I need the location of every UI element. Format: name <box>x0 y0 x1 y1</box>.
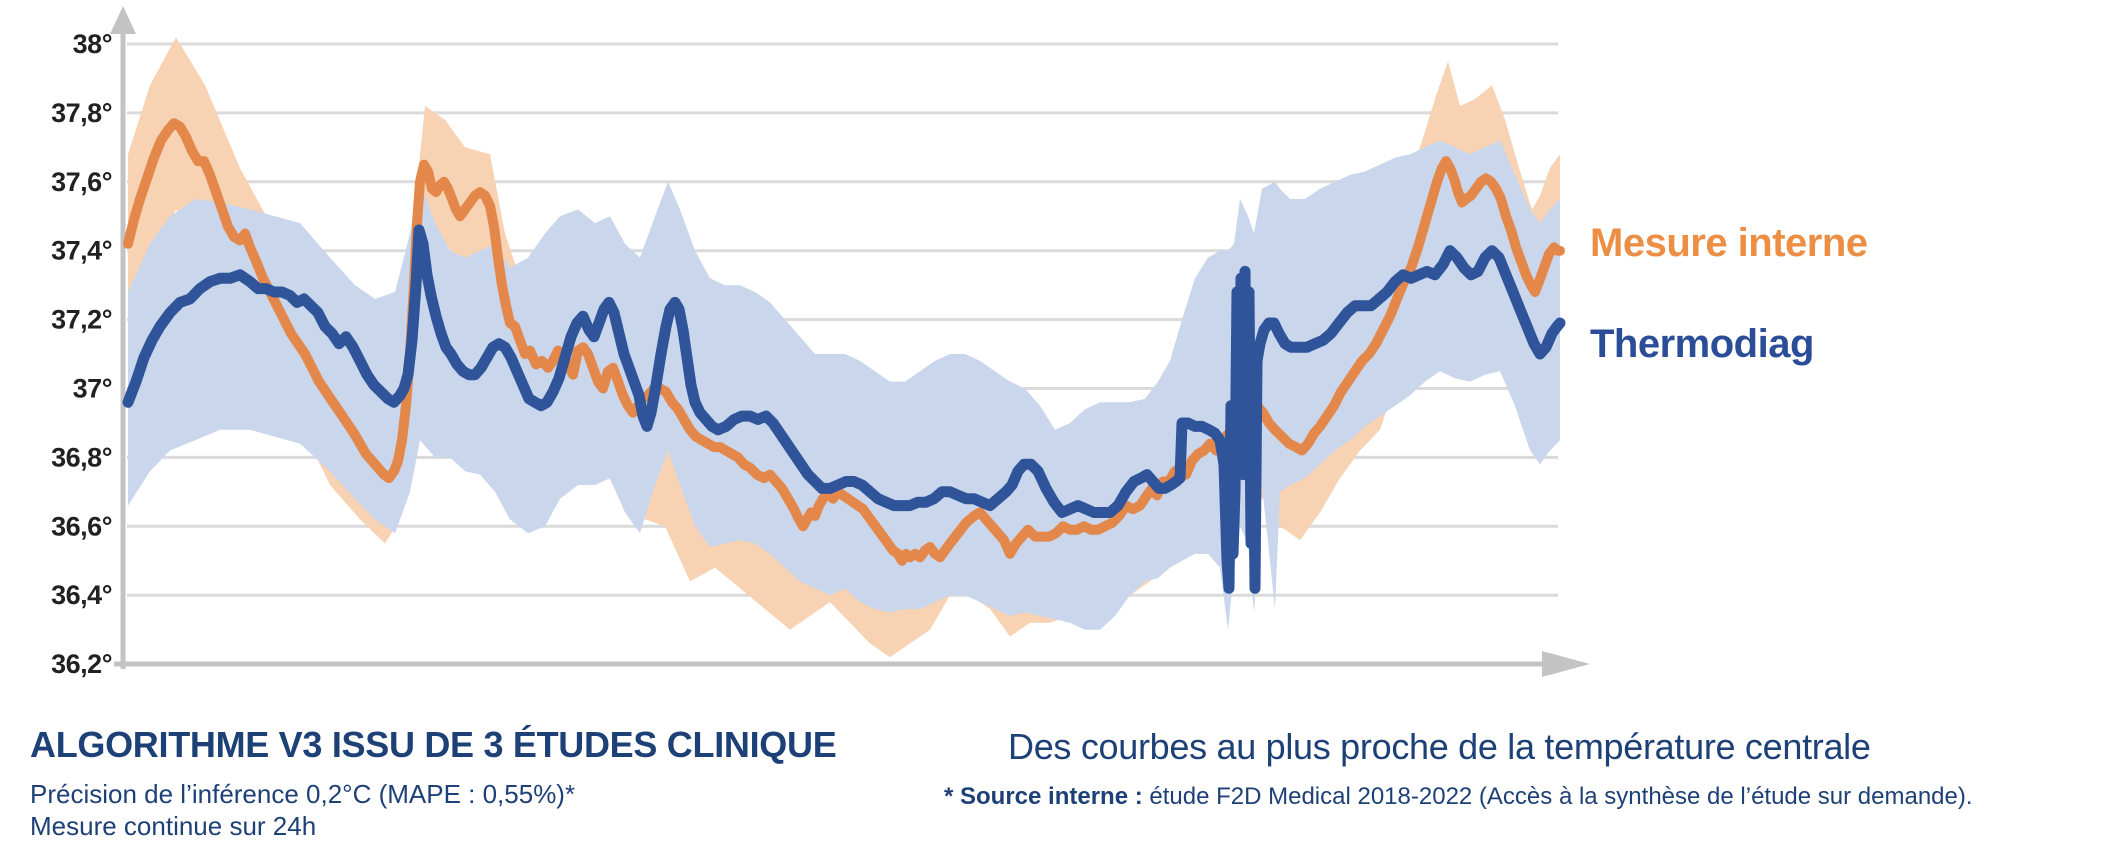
y-axis-tick-label: 36,8° <box>51 442 112 472</box>
duration-note: Mesure continue sur 24h <box>30 811 317 841</box>
x-axis-arrow-icon <box>1542 651 1590 677</box>
legend-thermodiag-label: Thermodiag <box>1590 322 1814 366</box>
y-axis-tick-label: 36,2° <box>51 649 112 679</box>
y-axis-tick-label: 36,4° <box>51 580 112 610</box>
temperature-chart: 38° 37,8° 37,6° 37,4° 37,2° 37° 36,8° 36,6° 36,4… <box>51 6 1590 679</box>
chart-svg: 38° 37,8° 37,6° 37,4° 37,2° 37° 36,8° 36,6° 36,4… <box>51 6 1590 679</box>
y-axis-tick-label: 36,6° <box>51 511 112 541</box>
legend-mesure-interne-label: Mesure interne <box>1590 221 1868 265</box>
y-axis-tick-label: 37,4° <box>51 236 112 266</box>
source-note-rest: étude F2D Medical 2018-2022 (Accès à la … <box>1142 783 1973 810</box>
thermodiag-line <box>122 224 1566 594</box>
source-note: * Source interne : étude F2D Medical 201… <box>944 783 1973 811</box>
thermodiag-band <box>128 140 1560 630</box>
mesure-interne-line <box>123 118 1565 566</box>
y-axis-tick-label: 37,8° <box>51 98 112 128</box>
y-axis-tick-label: 38° <box>73 29 112 59</box>
y-axis-tick-label: 37° <box>73 374 112 404</box>
precision-note: Précision de l’inférence 0,2°C (MAPE : 0… <box>30 779 576 809</box>
y-axis-arrow-icon <box>110 6 136 34</box>
y-axis-tick-label: 37,6° <box>51 167 112 197</box>
algorithm-title: ALGORITHME V3 ISSU DE 3 ÉTUDES CLINIQUE <box>30 724 837 765</box>
curves-subtitle: Des courbes au plus proche de la tempéra… <box>1008 726 1871 767</box>
source-note-bold: * Source interne : <box>944 783 1143 810</box>
y-axis-tick-label: 37,2° <box>51 305 112 335</box>
